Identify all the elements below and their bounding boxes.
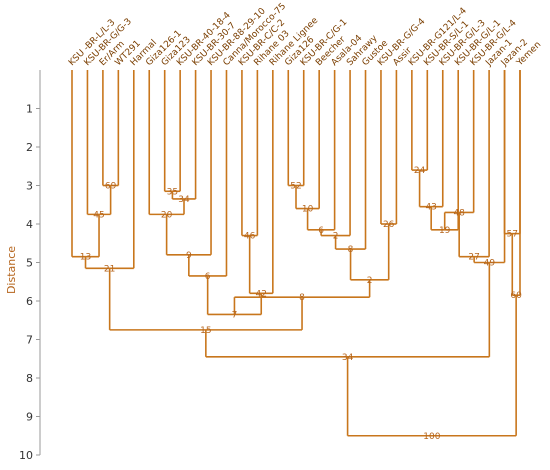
- node-support-label: 26: [383, 220, 395, 230]
- y-tick-label: 1: [26, 103, 33, 116]
- node-support-label: 27: [468, 253, 479, 263]
- node-support-label: 46: [244, 232, 256, 242]
- y-tick-label: 3: [26, 180, 33, 193]
- node-support-label: 19: [439, 226, 451, 236]
- node-support-label: 34: [342, 353, 354, 363]
- node-support-label: 100: [423, 432, 440, 442]
- node-support-label: 43: [425, 203, 436, 213]
- node-support-label: 6: [318, 226, 324, 236]
- y-tick-label: 10: [19, 449, 33, 462]
- y-tick-label: 2: [26, 141, 33, 154]
- y-axis-title: Distance: [5, 246, 18, 294]
- node-support-label: 34: [178, 195, 190, 205]
- node-support-label: 8: [348, 245, 354, 255]
- node-support-label: 8: [299, 293, 305, 303]
- node-support-label: 10: [302, 205, 314, 215]
- node-support-label: 35: [167, 187, 178, 197]
- node-support-label: 45: [93, 210, 104, 220]
- node-support-label: 21: [104, 264, 115, 274]
- node-support-label: 7: [232, 310, 238, 320]
- y-tick-label: 8: [26, 372, 33, 385]
- y-tick-label: 6: [26, 295, 33, 308]
- node-support-label: 52: [290, 182, 301, 192]
- node-support-label: 49: [484, 259, 496, 269]
- node-support-label: 24: [414, 166, 426, 176]
- node-support-label: 48: [453, 208, 465, 218]
- node-support-label: 13: [80, 253, 91, 263]
- node-support-label: 20: [161, 210, 173, 220]
- branch-lines: [71, 70, 521, 437]
- node-support-label: 6: [205, 272, 211, 282]
- node-support-label: 60: [510, 291, 522, 301]
- y-tick-label: 7: [26, 334, 33, 347]
- y-tick-label: 5: [26, 257, 33, 270]
- node-support-label: 2: [367, 276, 373, 286]
- node-support-label: 15: [200, 326, 211, 336]
- node-support-label: 42: [256, 289, 267, 299]
- node-labels: 6945132135342096464275210628262815244319…: [80, 166, 522, 442]
- y-tick-label: 9: [26, 411, 33, 424]
- node-support-label: 2: [333, 232, 339, 242]
- node-support-label: 69: [105, 182, 117, 192]
- leaf-labels: KSU -BR-L/L-3KSU-BR-G/G-3Er/ArmWT291Harm…: [67, 1, 543, 68]
- node-support-label: 57: [507, 230, 518, 240]
- y-axis: 1 2 3 4 5 6 7 8 9 10: [19, 70, 41, 462]
- y-tick-label: 4: [26, 218, 33, 231]
- node-support-label: 9: [186, 251, 192, 261]
